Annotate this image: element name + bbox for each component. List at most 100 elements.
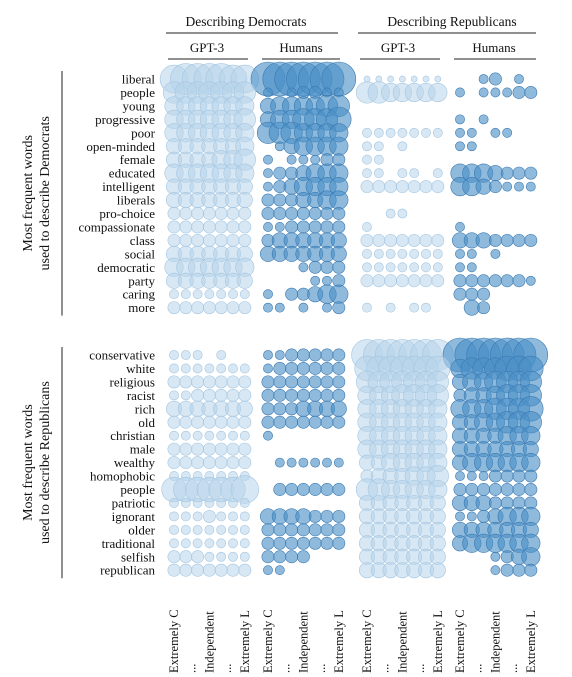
data-bubble — [308, 523, 322, 537]
data-bubble — [261, 402, 275, 416]
word-label: people — [120, 482, 155, 497]
data-bubble — [308, 536, 322, 550]
word-label: older — [128, 522, 155, 537]
data-bubble — [238, 207, 252, 220]
data-bubble — [180, 511, 191, 522]
data-bubble — [228, 538, 238, 549]
data-bubble — [263, 363, 273, 374]
data-bubble — [214, 563, 228, 577]
data-bubble — [455, 141, 465, 152]
word-label: liberal — [122, 72, 156, 87]
data-bubble — [285, 287, 299, 301]
data-bubble — [320, 348, 334, 362]
data-bubble — [465, 483, 479, 496]
data-bubble — [191, 233, 205, 247]
data-bubble — [432, 168, 443, 179]
data-bubble — [330, 400, 347, 417]
data-bubble — [180, 430, 191, 441]
data-bubble — [191, 442, 205, 456]
data-bubble — [298, 262, 309, 273]
data-bubble — [397, 248, 408, 259]
ideology-tick-label: ... — [185, 664, 199, 673]
data-bubble — [409, 248, 420, 259]
data-bubble — [385, 127, 396, 138]
data-bubble — [263, 168, 273, 179]
data-bubble — [169, 363, 179, 374]
panel-2: Most frequent words used to describe Repu… — [21, 337, 549, 579]
data-bubble — [429, 548, 446, 565]
data-bubble — [298, 302, 309, 313]
data-bubble — [332, 536, 346, 550]
group-header-democrats: Describing Democrats — [185, 14, 306, 29]
data-bubble — [167, 563, 181, 577]
ideology-tick-label: ... — [471, 664, 485, 673]
word-label: republican — [100, 563, 155, 578]
word-label: compassionate — [78, 219, 155, 234]
data-bubble — [191, 301, 205, 315]
word-label: patriotic — [112, 495, 156, 510]
data-bubble — [273, 166, 287, 180]
data-bubble — [332, 415, 346, 429]
data-bubble — [453, 287, 467, 301]
data-bubble — [274, 222, 285, 232]
data-bubble — [192, 350, 203, 360]
data-bubble — [285, 415, 299, 429]
data-bubble — [478, 87, 489, 98]
data-bubble — [512, 233, 526, 247]
data-bubble — [180, 390, 191, 401]
data-bubble — [216, 511, 227, 522]
data-bubble — [228, 289, 238, 300]
data-bubble — [204, 538, 215, 549]
data-bubble — [238, 442, 252, 456]
data-bubble — [308, 207, 322, 220]
data-bubble — [179, 456, 193, 470]
data-bubble — [308, 388, 322, 402]
word-label: religious — [110, 374, 156, 389]
data-bubble — [525, 181, 536, 192]
data-bubble — [384, 180, 398, 194]
data-bubble — [296, 375, 310, 389]
data-bubble — [226, 220, 240, 234]
word-label: progressive — [95, 112, 155, 127]
data-bubble — [431, 274, 445, 288]
data-bubble — [477, 301, 491, 315]
data-bubble — [407, 233, 421, 247]
data-bubble — [169, 350, 179, 360]
sub-header-rep-gpt3: GPT-3 — [381, 40, 415, 55]
data-bubble — [330, 232, 347, 249]
data-bubble — [228, 524, 238, 535]
data-bubble — [238, 233, 252, 247]
data-bubble — [502, 87, 513, 98]
data-bubble — [228, 430, 238, 441]
data-bubble — [216, 289, 227, 300]
data-bubble — [409, 262, 420, 273]
data-bubble — [524, 469, 538, 483]
data-bubble — [407, 274, 421, 288]
data-bubble — [332, 260, 346, 274]
data-bubble — [263, 222, 273, 232]
data-bubble — [521, 547, 541, 567]
data-bubble — [202, 375, 216, 389]
data-bubble — [226, 415, 240, 429]
data-bubble — [239, 289, 250, 300]
data-bubble — [202, 415, 216, 429]
data-bubble — [453, 483, 467, 496]
data-bubble — [375, 75, 383, 83]
data-bubble — [432, 248, 443, 259]
data-bubble — [409, 302, 420, 313]
data-bubble — [525, 275, 536, 286]
data-bubble — [273, 388, 287, 402]
data-bubble — [239, 498, 250, 508]
data-bubble — [273, 362, 287, 375]
data-bubble — [512, 166, 526, 180]
data-bubble — [239, 551, 250, 562]
ideology-tick-label: ... — [314, 664, 328, 673]
data-bubble — [488, 180, 502, 194]
data-bubble — [286, 154, 297, 165]
sub-header-dem-gpt3: GPT-3 — [190, 40, 224, 55]
data-bubble — [385, 302, 396, 313]
data-bubble — [431, 233, 445, 247]
data-bubble — [500, 233, 514, 247]
data-bubble — [226, 442, 240, 456]
